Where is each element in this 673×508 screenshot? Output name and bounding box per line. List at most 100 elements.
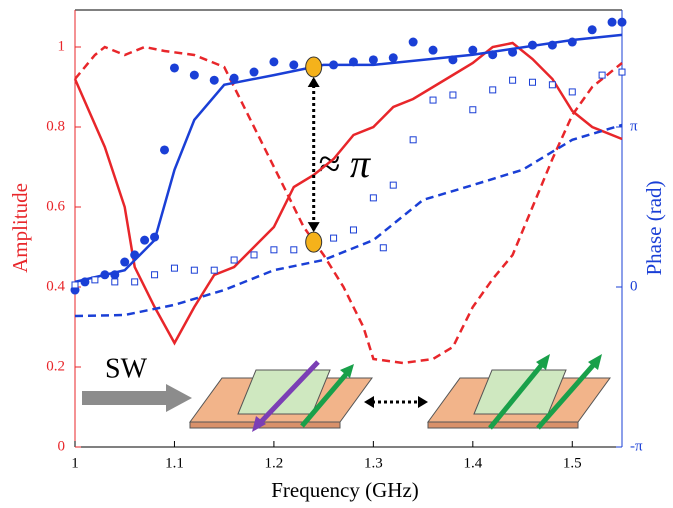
square-marker bbox=[91, 276, 99, 284]
slab-edge bbox=[427, 421, 579, 429]
highlight-marker bbox=[305, 56, 323, 78]
square-marker bbox=[409, 136, 417, 144]
arrow-head bbox=[307, 76, 320, 87]
dot-marker bbox=[140, 235, 150, 245]
y-tick-label: 0.4 bbox=[46, 278, 65, 294]
dot-marker bbox=[587, 25, 597, 35]
dot-marker bbox=[229, 73, 239, 83]
y-tick-label: 0.8 bbox=[46, 118, 65, 134]
square-marker bbox=[618, 68, 626, 76]
dot-marker bbox=[368, 55, 378, 65]
y-tick-label: 0.2 bbox=[46, 358, 65, 374]
dot-marker bbox=[269, 57, 279, 67]
dot-marker bbox=[508, 47, 518, 57]
diagram bbox=[82, 354, 611, 432]
arrow-head bbox=[307, 222, 320, 233]
dot-marker bbox=[617, 17, 627, 27]
dot-marker bbox=[348, 57, 358, 67]
dot-marker bbox=[249, 67, 259, 77]
arrow bbox=[256, 360, 320, 427]
y-tick-label: 0.6 bbox=[46, 198, 65, 214]
square-marker bbox=[330, 234, 338, 242]
square-marker bbox=[131, 278, 139, 286]
square-marker bbox=[429, 96, 437, 104]
dot-marker bbox=[110, 270, 120, 280]
arrow-head bbox=[364, 396, 374, 408]
square-marker bbox=[489, 86, 497, 94]
square-marker bbox=[449, 91, 457, 99]
arrow bbox=[300, 370, 350, 428]
y-tick-label: 0 bbox=[58, 438, 66, 454]
dot-marker bbox=[80, 277, 90, 287]
y2-tick-label: 0 bbox=[630, 278, 638, 294]
dot-marker bbox=[189, 70, 199, 80]
square-marker bbox=[548, 81, 556, 89]
dot-marker bbox=[289, 60, 299, 70]
dot-marker bbox=[388, 53, 398, 63]
x-tick-label: 1.4 bbox=[463, 455, 482, 471]
dot-marker bbox=[169, 63, 179, 73]
dot-marker bbox=[100, 270, 110, 280]
square-marker bbox=[568, 88, 576, 96]
dot-marker bbox=[150, 232, 160, 242]
dot-marker bbox=[567, 37, 577, 47]
square-marker bbox=[190, 266, 198, 274]
square-marker bbox=[509, 76, 517, 84]
slab-edge bbox=[189, 421, 341, 429]
square-marker bbox=[210, 266, 218, 274]
series-line bbox=[74, 45, 623, 365]
square-marker bbox=[151, 271, 159, 279]
square-marker bbox=[349, 226, 357, 234]
square-marker bbox=[369, 194, 377, 202]
square-marker bbox=[389, 181, 397, 189]
dot-marker bbox=[428, 45, 438, 55]
arrow-head bbox=[340, 364, 354, 378]
dot-marker bbox=[120, 257, 130, 267]
square-marker bbox=[290, 246, 298, 254]
square-marker bbox=[469, 106, 477, 114]
y2-tick-label: -π bbox=[630, 438, 643, 454]
x-tick-label: 1.5 bbox=[563, 455, 582, 471]
arrow-head bbox=[252, 416, 266, 432]
square-marker bbox=[379, 244, 387, 252]
dot-marker bbox=[607, 17, 617, 27]
wave-arrow-head bbox=[166, 384, 192, 412]
wave-label: SW bbox=[105, 353, 148, 384]
y-tick-label: 1 bbox=[58, 38, 66, 54]
x-axis-label: Frequency (GHz) bbox=[271, 478, 419, 502]
dot-marker bbox=[468, 45, 478, 55]
y2-axis-label: Phase (rad) bbox=[642, 180, 666, 275]
series-line bbox=[73, 41, 623, 346]
dot-marker bbox=[160, 145, 170, 155]
arrow bbox=[536, 360, 598, 430]
arrow bbox=[488, 360, 546, 430]
dot-marker bbox=[209, 75, 219, 85]
series-line bbox=[74, 123, 623, 318]
x-tick-label: 1 bbox=[71, 455, 79, 471]
highlight-marker bbox=[305, 231, 323, 253]
square-marker bbox=[528, 78, 536, 86]
y2-tick-label: π bbox=[630, 118, 638, 134]
square-marker bbox=[111, 278, 119, 286]
arrow-head bbox=[536, 354, 550, 370]
x-tick-label: 1.2 bbox=[265, 455, 284, 471]
square-marker bbox=[598, 71, 606, 79]
dot-marker bbox=[448, 55, 458, 65]
x-tick-label: 1.1 bbox=[165, 455, 184, 471]
square-marker bbox=[170, 264, 178, 272]
x-tick-label: 1.3 bbox=[364, 455, 383, 471]
arrow-head bbox=[588, 354, 602, 370]
square-marker bbox=[250, 251, 258, 259]
square-marker bbox=[230, 256, 238, 264]
square-marker bbox=[71, 281, 79, 289]
dot-marker bbox=[488, 50, 498, 60]
dot-marker bbox=[329, 60, 339, 70]
square-marker bbox=[270, 246, 278, 254]
dot-marker bbox=[130, 250, 140, 260]
dot-marker bbox=[527, 40, 537, 50]
strip bbox=[237, 369, 331, 415]
y-axis-label: Amplitude bbox=[8, 183, 32, 273]
dot-marker bbox=[547, 40, 557, 50]
